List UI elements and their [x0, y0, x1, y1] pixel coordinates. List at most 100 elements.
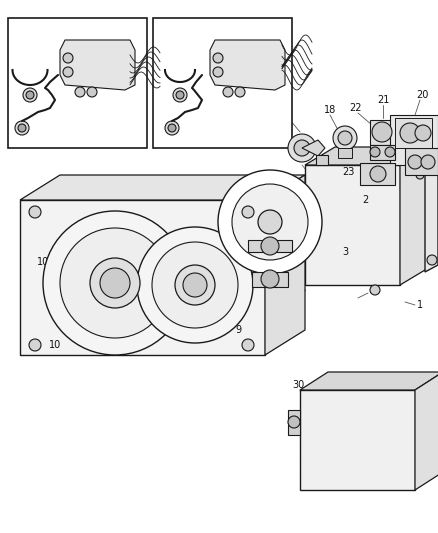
Circle shape — [63, 53, 73, 63]
Circle shape — [370, 166, 386, 182]
Circle shape — [168, 124, 176, 132]
Circle shape — [90, 258, 140, 308]
Circle shape — [370, 147, 380, 157]
Circle shape — [173, 88, 187, 102]
Polygon shape — [425, 137, 438, 272]
Polygon shape — [370, 145, 395, 160]
Circle shape — [288, 416, 300, 428]
Text: 28: 28 — [11, 84, 22, 93]
Circle shape — [288, 134, 316, 162]
Bar — [20, 200, 265, 355]
Circle shape — [175, 265, 215, 305]
Polygon shape — [405, 148, 438, 175]
Circle shape — [213, 67, 223, 77]
Circle shape — [218, 170, 322, 274]
Circle shape — [223, 87, 233, 97]
Circle shape — [261, 270, 279, 288]
Circle shape — [26, 91, 34, 99]
Circle shape — [408, 155, 422, 169]
Polygon shape — [300, 372, 438, 390]
Text: 13: 13 — [49, 135, 61, 144]
Circle shape — [165, 121, 179, 135]
Circle shape — [338, 131, 352, 145]
Text: 15: 15 — [89, 93, 101, 101]
Polygon shape — [288, 410, 300, 435]
Circle shape — [100, 268, 130, 298]
Circle shape — [137, 227, 253, 343]
Text: 9: 9 — [235, 325, 241, 335]
Circle shape — [29, 206, 41, 218]
Text: 2: 2 — [362, 195, 368, 205]
Circle shape — [183, 273, 207, 297]
Polygon shape — [316, 155, 328, 165]
Bar — [305, 165, 400, 285]
Circle shape — [242, 206, 254, 218]
Polygon shape — [390, 115, 438, 165]
Polygon shape — [210, 40, 285, 90]
Text: 21: 21 — [377, 95, 389, 105]
Text: 11: 11 — [369, 285, 381, 295]
Circle shape — [43, 211, 187, 355]
Circle shape — [60, 228, 170, 338]
Polygon shape — [305, 147, 430, 165]
Text: 26: 26 — [426, 170, 438, 180]
Circle shape — [242, 339, 254, 351]
Text: 14: 14 — [84, 28, 95, 36]
Polygon shape — [395, 118, 432, 148]
Circle shape — [213, 53, 223, 63]
Polygon shape — [415, 372, 438, 490]
Circle shape — [63, 67, 73, 77]
Text: 10: 10 — [49, 340, 61, 350]
Text: 12: 12 — [32, 41, 44, 50]
Text: 18: 18 — [324, 105, 336, 115]
Text: 12: 12 — [177, 41, 189, 50]
Circle shape — [235, 87, 245, 97]
Text: 13: 13 — [237, 133, 249, 141]
Circle shape — [333, 126, 357, 150]
Polygon shape — [20, 175, 305, 200]
Text: 3: 3 — [342, 247, 348, 257]
Text: 17: 17 — [276, 130, 288, 140]
Circle shape — [87, 87, 97, 97]
Circle shape — [29, 339, 41, 351]
Circle shape — [152, 242, 238, 328]
Circle shape — [261, 237, 279, 255]
Bar — [8, 18, 147, 148]
Circle shape — [415, 125, 431, 141]
Text: 30: 30 — [292, 380, 304, 390]
Polygon shape — [338, 148, 352, 158]
Polygon shape — [370, 120, 395, 145]
Circle shape — [294, 140, 310, 156]
Text: 20: 20 — [416, 90, 428, 100]
Circle shape — [385, 147, 395, 157]
Circle shape — [232, 184, 308, 260]
Text: 2.0L: 2.0L — [119, 138, 141, 148]
Text: 14: 14 — [231, 28, 243, 36]
Circle shape — [15, 121, 29, 135]
Text: 5: 5 — [295, 213, 301, 223]
Circle shape — [421, 155, 435, 169]
Circle shape — [23, 88, 37, 102]
Text: 10: 10 — [37, 257, 49, 267]
Circle shape — [427, 255, 437, 265]
Bar — [300, 390, 415, 490]
Polygon shape — [400, 147, 430, 285]
Circle shape — [400, 123, 420, 143]
Circle shape — [258, 210, 282, 234]
Polygon shape — [360, 163, 395, 185]
Circle shape — [18, 124, 26, 132]
Text: 29: 29 — [379, 375, 391, 385]
Circle shape — [75, 87, 85, 97]
Polygon shape — [265, 175, 305, 355]
Text: 2.4L: 2.4L — [259, 138, 281, 148]
Circle shape — [372, 122, 392, 142]
Polygon shape — [248, 240, 292, 252]
Circle shape — [176, 91, 184, 99]
Text: 1: 1 — [417, 300, 423, 310]
Polygon shape — [60, 40, 135, 90]
Text: 25: 25 — [425, 130, 438, 140]
Polygon shape — [252, 272, 288, 287]
Text: 23: 23 — [342, 167, 354, 177]
Text: 22: 22 — [349, 103, 361, 113]
Text: 6: 6 — [299, 285, 305, 295]
